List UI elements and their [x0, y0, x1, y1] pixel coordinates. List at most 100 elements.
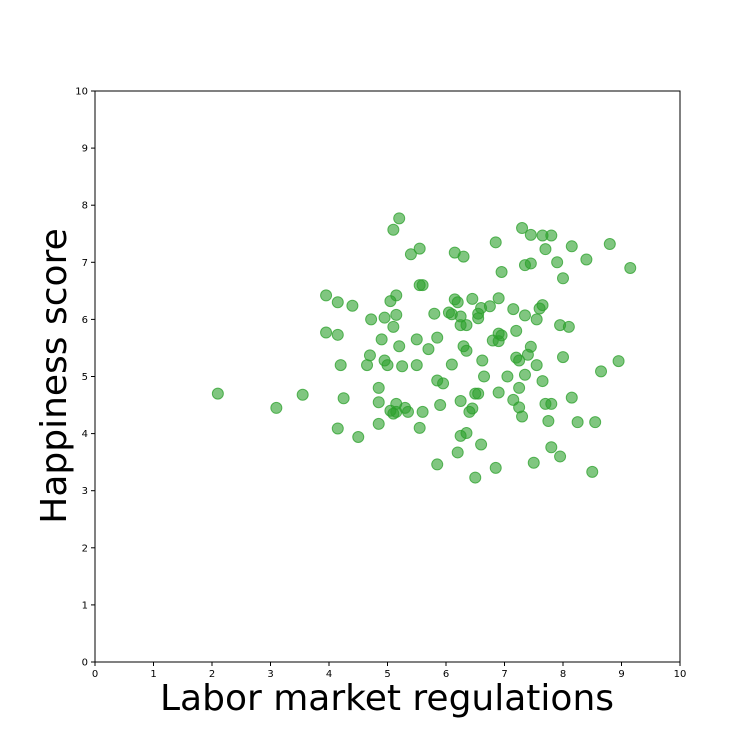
x-axis-ticks: 0 1 2 3 4 5 6 7 8 9 10: [92, 662, 687, 680]
data-point: [539, 243, 552, 256]
data-point: [571, 416, 584, 429]
data-point: [565, 391, 578, 404]
data-point: [551, 256, 564, 269]
data-point: [378, 311, 391, 324]
y-tick-label: 2: [82, 543, 88, 554]
data-point: [513, 354, 526, 367]
data-point: [530, 313, 543, 326]
y-tick-label: 7: [82, 258, 88, 269]
data-point: [501, 370, 514, 383]
data-point: [390, 289, 403, 302]
data-point: [542, 415, 555, 428]
y-tick-label: 5: [82, 372, 88, 383]
data-point: [460, 344, 473, 357]
y-tick-label: 3: [82, 486, 88, 497]
data-point: [211, 387, 224, 400]
data-point: [428, 307, 441, 320]
data-point: [562, 320, 575, 333]
data-point: [431, 458, 444, 471]
data-point: [372, 396, 385, 409]
data-point: [401, 405, 414, 418]
x-tick-label: 3: [267, 669, 273, 680]
data-point: [495, 329, 508, 342]
data-point: [387, 320, 400, 333]
data-point: [352, 431, 365, 444]
data-point: [530, 359, 543, 372]
data-point: [545, 397, 558, 410]
data-point: [413, 242, 426, 255]
data-point: [472, 387, 485, 400]
data-point: [334, 359, 347, 372]
data-point: [437, 377, 450, 390]
data-point: [416, 279, 429, 292]
data-point: [331, 328, 344, 341]
data-point: [510, 324, 523, 337]
data-point: [557, 351, 569, 364]
data-point: [603, 238, 616, 251]
data-point: [434, 399, 447, 412]
plot-area-frame: [94, 90, 681, 663]
data-point: [589, 416, 602, 429]
data-point: [489, 461, 502, 474]
data-point: [320, 326, 333, 339]
x-tick-label: 6: [443, 669, 449, 680]
data-point: [524, 228, 537, 241]
y-tick-label: 4: [82, 429, 88, 440]
y-tick-label: 8: [82, 201, 88, 212]
x-tick-label: 2: [209, 669, 215, 680]
data-point: [475, 438, 488, 451]
data-point: [451, 296, 464, 309]
x-tick-label: 5: [384, 669, 390, 680]
data-point: [460, 427, 473, 440]
data-point: [586, 465, 599, 478]
data-point: [516, 222, 529, 235]
data-point: [346, 299, 359, 312]
data-point: [320, 289, 333, 302]
data-point: [527, 456, 540, 469]
data-point: [466, 292, 479, 305]
data-point: [492, 386, 505, 399]
data-point: [612, 355, 625, 368]
y-axis-ticks: 0 1 2 3 4 5 6 7 8 9 10: [75, 87, 95, 669]
data-point: [416, 405, 429, 418]
data-point: [331, 422, 344, 435]
data-point: [476, 354, 489, 367]
data-point: [466, 402, 479, 415]
data-point: [363, 349, 376, 362]
data-point: [624, 262, 637, 275]
data-point: [331, 296, 344, 309]
y-tick-label: 6: [82, 315, 88, 326]
x-tick-label: 9: [618, 669, 624, 680]
data-point: [478, 370, 491, 383]
data-point: [390, 308, 403, 321]
x-tick-label: 1: [150, 669, 156, 680]
data-point: [595, 365, 608, 378]
y-axis-title: Happiness score: [34, 228, 75, 524]
data-point: [410, 359, 423, 372]
data-point: [536, 299, 549, 312]
data-point: [507, 303, 520, 316]
x-tick-label: 4: [326, 669, 332, 680]
data-point: [396, 360, 409, 373]
data-point: [489, 236, 502, 249]
data-point: [460, 319, 473, 332]
data-point: [451, 446, 464, 459]
data-point: [431, 331, 444, 344]
x-tick-label: 0: [92, 669, 98, 680]
data-point: [296, 388, 309, 401]
data-point: [524, 340, 537, 353]
data-point: [422, 343, 435, 356]
x-axis-title: Labor market regulations: [160, 678, 614, 719]
data-point: [557, 272, 569, 285]
data-point: [413, 421, 426, 434]
data-point: [393, 212, 406, 225]
y-tick-label: 10: [75, 87, 88, 98]
data-point: [372, 417, 385, 430]
data-point: [524, 257, 537, 270]
data-point: [472, 312, 485, 325]
data-point: [469, 471, 482, 484]
data-point: [545, 229, 558, 242]
data-point: [518, 368, 531, 381]
x-tick-label: 10: [674, 669, 687, 680]
data-points: [211, 212, 637, 484]
